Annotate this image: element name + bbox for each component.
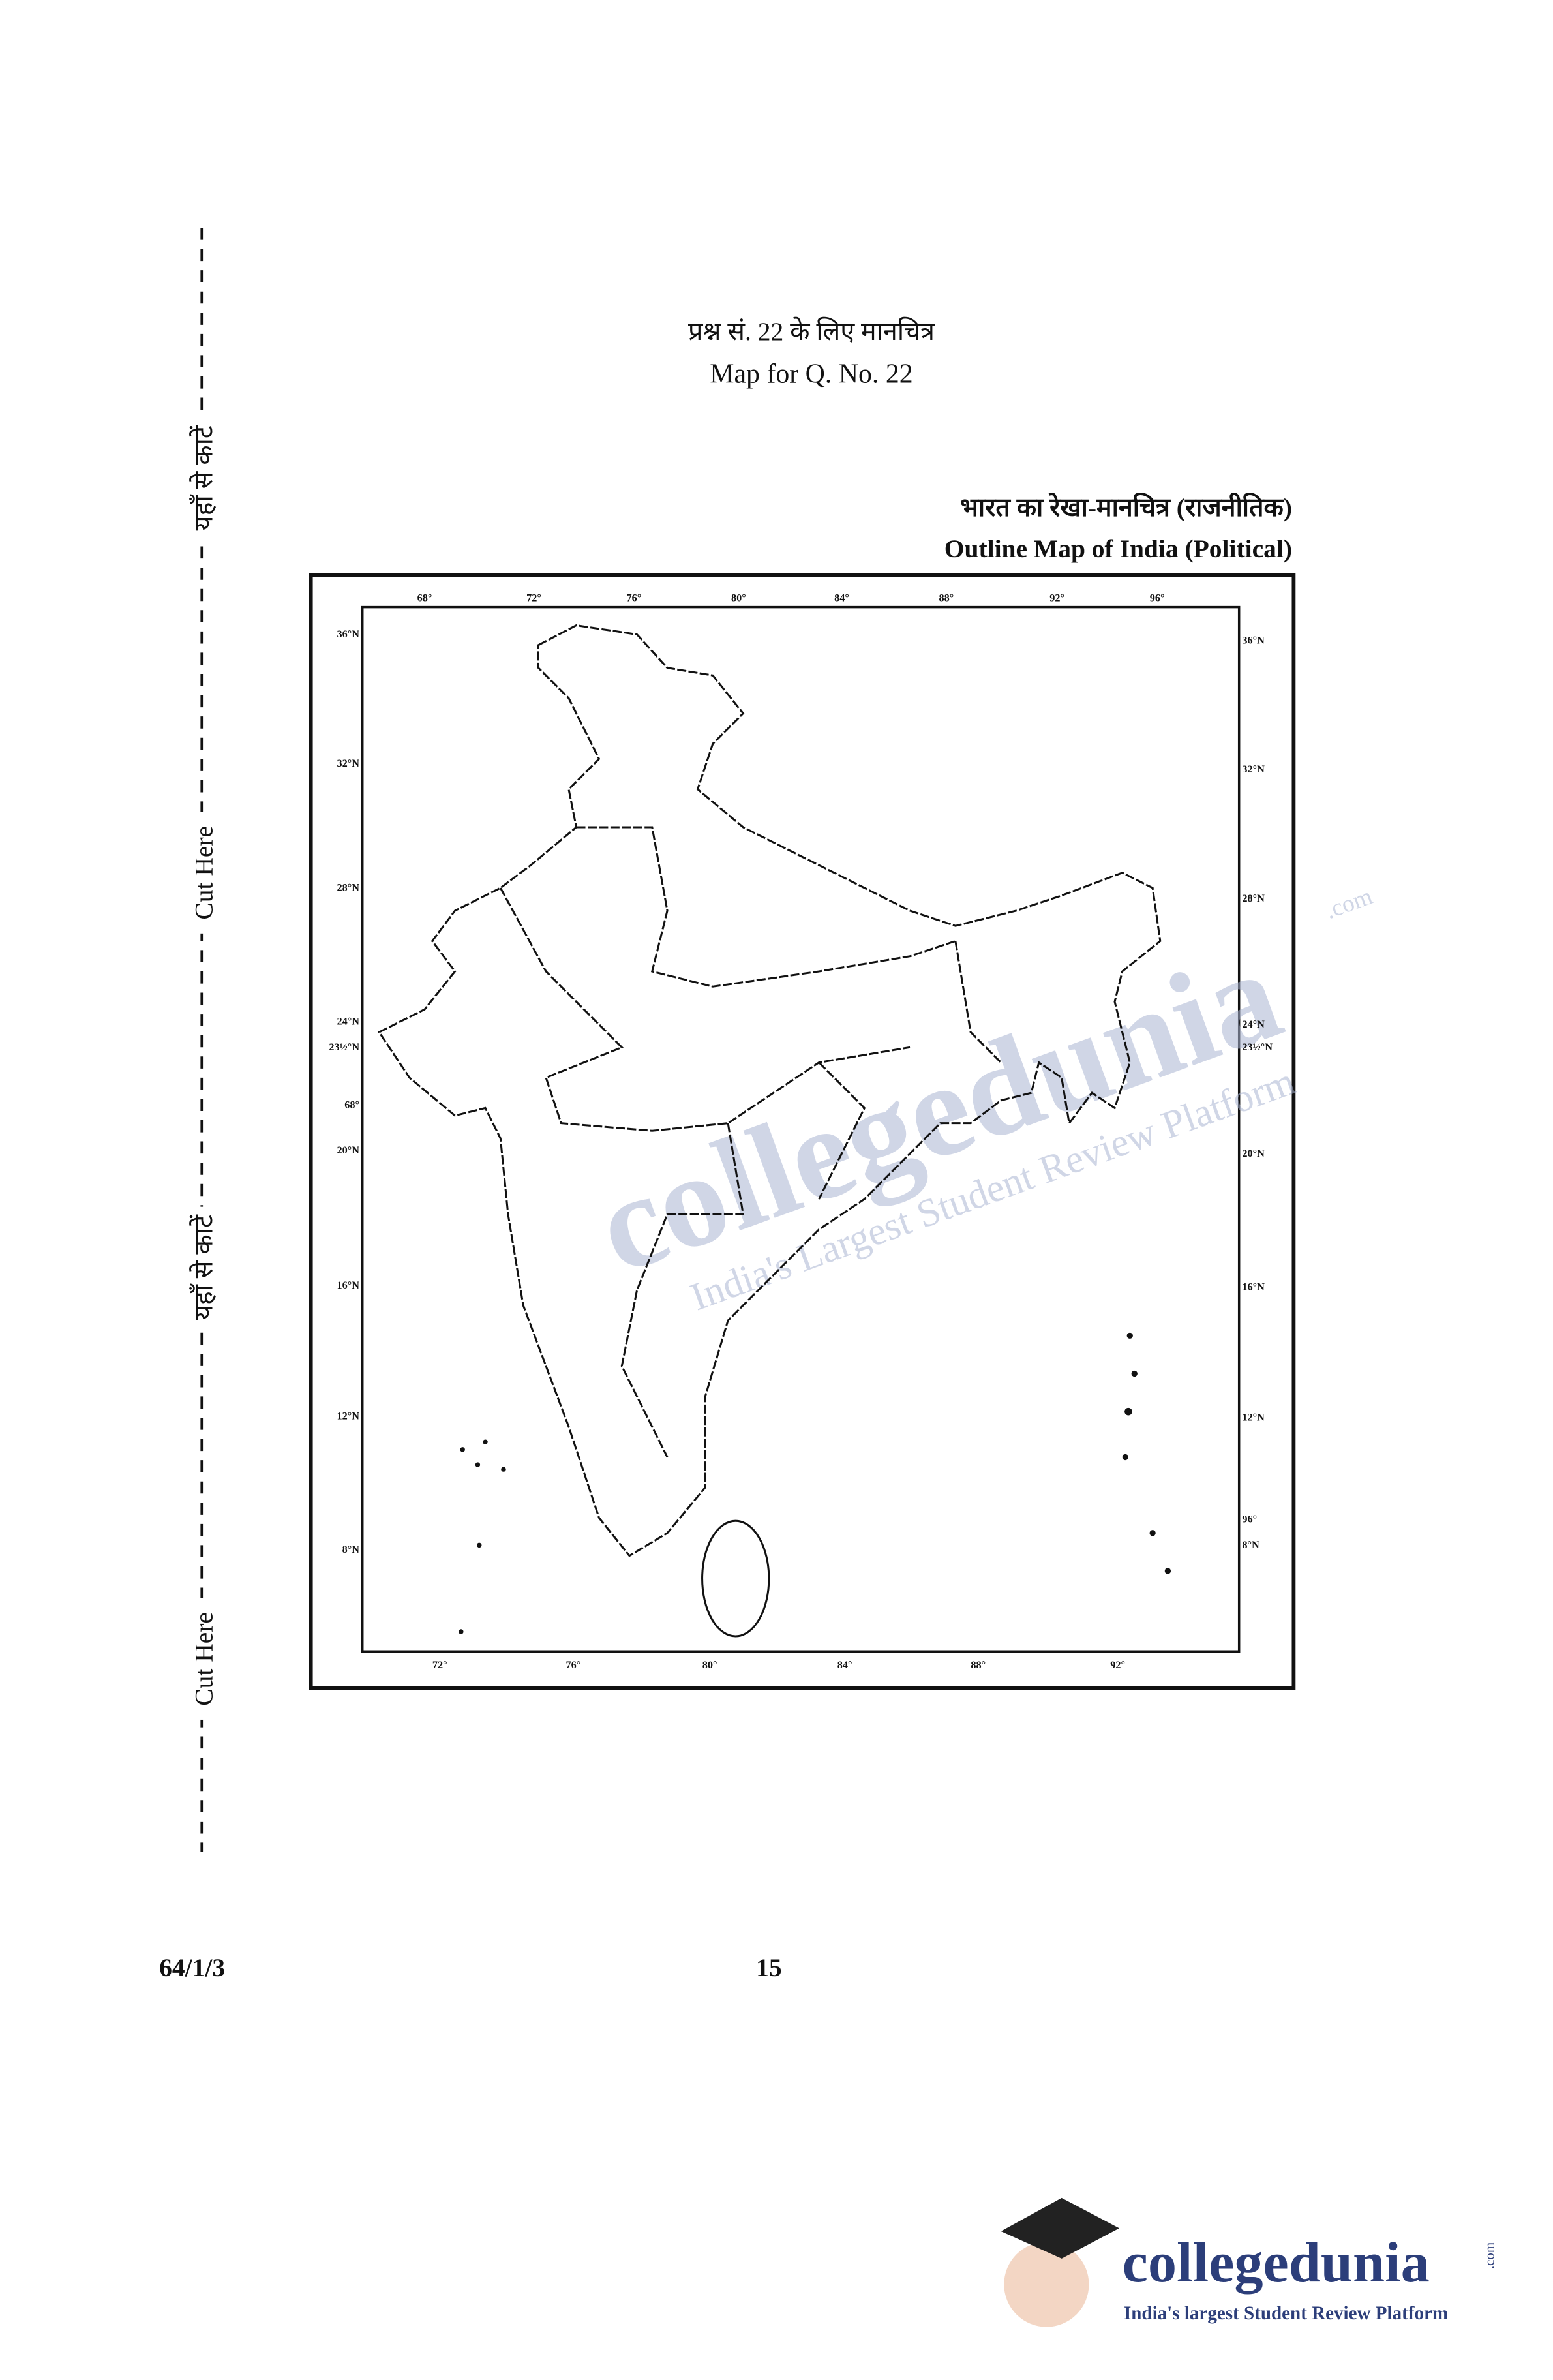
- longitude-label: 96°: [1150, 591, 1165, 603]
- longitude-label: 92°: [1049, 591, 1064, 603]
- latitude-label: 24°N: [1242, 1018, 1265, 1030]
- footer-code: 64/1/3: [159, 1953, 225, 1982]
- longitude-label: 84°: [837, 1658, 852, 1671]
- logo-tld: .com: [1481, 2242, 1497, 2269]
- latitude-label: 23½°N: [1242, 1041, 1273, 1053]
- longitude-label: 68°: [417, 591, 432, 603]
- cut-label-bg: [182, 417, 222, 539]
- latitude-label: 8°N: [342, 1543, 360, 1555]
- longitude-label: 72°: [432, 1658, 447, 1671]
- cut-label: यहाँ से काटें: [189, 425, 219, 530]
- map-outer-frame: [309, 573, 1296, 1690]
- latitude-label: 36°N: [337, 628, 360, 640]
- latitude-label: 28°N: [337, 881, 360, 894]
- header-english: Map for Q. No. 22: [710, 359, 912, 389]
- country-border: [378, 624, 1162, 1557]
- latitude-label: 16°N: [337, 1279, 360, 1291]
- footer-page: 15: [756, 1953, 782, 1982]
- latitude-label: 36°N: [1242, 633, 1265, 646]
- longitude-label: 92°: [1110, 1658, 1125, 1671]
- cut-label-bg: [182, 1598, 222, 1720]
- grid-labels: 68° 72° 76° 80° 84° 88° 92° 96° 72° 76° 80° 84° 88° 9…: [329, 591, 1273, 1671]
- cut-label: Cut Here: [190, 1612, 219, 1706]
- cut-label: यहाँ से काटें: [189, 1214, 219, 1320]
- watermark: collegedunia .com India's Largest Studen…: [579, 883, 1376, 1319]
- longitude-label: 80°: [731, 591, 746, 603]
- logo: collegedunia .com India's largest Studen…: [1001, 2197, 1497, 2327]
- cut-label-bg: [182, 812, 222, 934]
- logo-face: [1004, 2242, 1089, 2327]
- longitude-label: 72°: [526, 591, 541, 603]
- latitude-label: 20°N: [1242, 1147, 1265, 1159]
- longitude-label: 88°: [971, 1658, 986, 1671]
- india-outline: [378, 624, 1162, 1638]
- latitude-label: 24°N: [337, 1015, 360, 1027]
- map-title-hindi: भारत का रेखा-मानचित्र (राजनीतिक): [960, 492, 1292, 522]
- cut-label: Cut Here: [190, 826, 219, 920]
- longitude-label: 76°: [566, 1658, 581, 1671]
- watermark-tld: .com: [1322, 883, 1376, 924]
- longitude-label: 88°: [939, 591, 954, 603]
- header-hindi: प्रश्न सं. 22 के लिए मानचित्र: [688, 316, 935, 346]
- latitude-label: 32°N: [1242, 763, 1265, 775]
- islands: [459, 1332, 1171, 1634]
- latitude-label: 12°N: [1242, 1411, 1265, 1424]
- map-inner-frame: [361, 605, 1241, 1653]
- latitude-label: 96°: [1242, 1513, 1257, 1525]
- cut-label-bg: [182, 1206, 222, 1328]
- latitude-label: 68°: [344, 1098, 359, 1110]
- latitude-label: 20°N: [337, 1144, 360, 1156]
- map-title-english: Outline Map of India (Political): [944, 534, 1292, 563]
- latitude-label: 28°N: [1242, 892, 1265, 904]
- logo-cap: [1001, 2197, 1119, 2259]
- longitude-label: 80°: [702, 1658, 717, 1671]
- latitude-label: 16°N: [1242, 1281, 1265, 1293]
- latitude-label: 32°N: [337, 757, 360, 769]
- sri-lanka: [701, 1519, 770, 1638]
- logo-brand: collegedunia: [1123, 2231, 1430, 2295]
- longitude-label: 76°: [627, 591, 642, 603]
- latitude-label: 12°N: [337, 1409, 360, 1422]
- latitude-label: 23½°N: [329, 1041, 359, 1053]
- state-borders: [499, 826, 1002, 1458]
- logo-tagline: India's largest Student Review Platform: [1124, 2303, 1448, 2324]
- longitude-label: 84°: [834, 591, 849, 603]
- latitude-label: 8°N: [1242, 1538, 1259, 1551]
